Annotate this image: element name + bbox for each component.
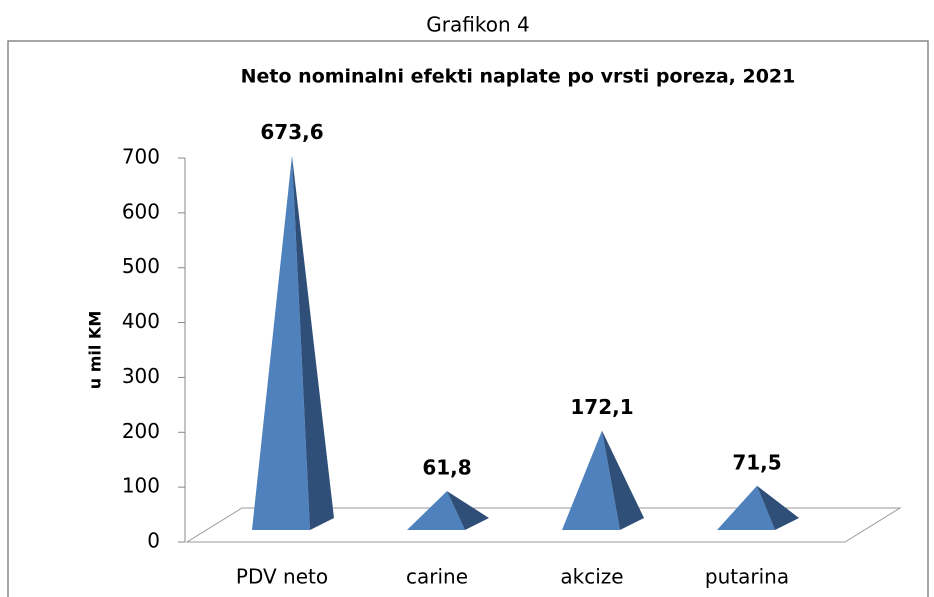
y-axis-label: u mil KM bbox=[86, 311, 105, 390]
pyramid bbox=[252, 155, 334, 530]
y-tick-label: 400 bbox=[122, 309, 160, 333]
y-tick-label: 0 bbox=[147, 529, 160, 553]
y-tick-label: 300 bbox=[122, 364, 160, 388]
value-label: 61,8 bbox=[422, 456, 471, 480]
pyramid-front bbox=[717, 485, 775, 530]
y-tick-label: 100 bbox=[122, 474, 160, 498]
value-label: 71,5 bbox=[732, 450, 781, 474]
x-tick-label: akcize bbox=[560, 565, 623, 589]
chart-title: Neto nominalni efekti naplate po vrsti p… bbox=[241, 66, 796, 88]
x-tick-label: carine bbox=[406, 565, 468, 589]
pyramid-side bbox=[447, 491, 489, 530]
y-tick-label: 200 bbox=[122, 419, 160, 443]
value-label: 673,6 bbox=[260, 120, 323, 144]
value-label: 172,1 bbox=[570, 395, 633, 419]
pyramid bbox=[562, 430, 644, 530]
pyramid bbox=[717, 485, 799, 530]
figure-label: Grafikon 4 bbox=[426, 13, 529, 37]
y-tick-label: 500 bbox=[122, 254, 160, 278]
pyramid bbox=[407, 491, 489, 530]
pyramid-side bbox=[757, 485, 799, 530]
x-tick-label: putarina bbox=[705, 565, 789, 589]
y-tick-label: 700 bbox=[122, 145, 160, 169]
chart-border bbox=[7, 40, 929, 597]
pyramid-side bbox=[602, 430, 644, 530]
x-tick-label: PDV neto bbox=[236, 565, 328, 589]
pyramid-front bbox=[252, 155, 310, 530]
floor bbox=[185, 507, 902, 543]
pyramid-side bbox=[292, 155, 334, 530]
pyramid-front bbox=[562, 430, 620, 530]
pyramid-front bbox=[407, 491, 465, 530]
y-tick-label: 600 bbox=[122, 199, 160, 223]
